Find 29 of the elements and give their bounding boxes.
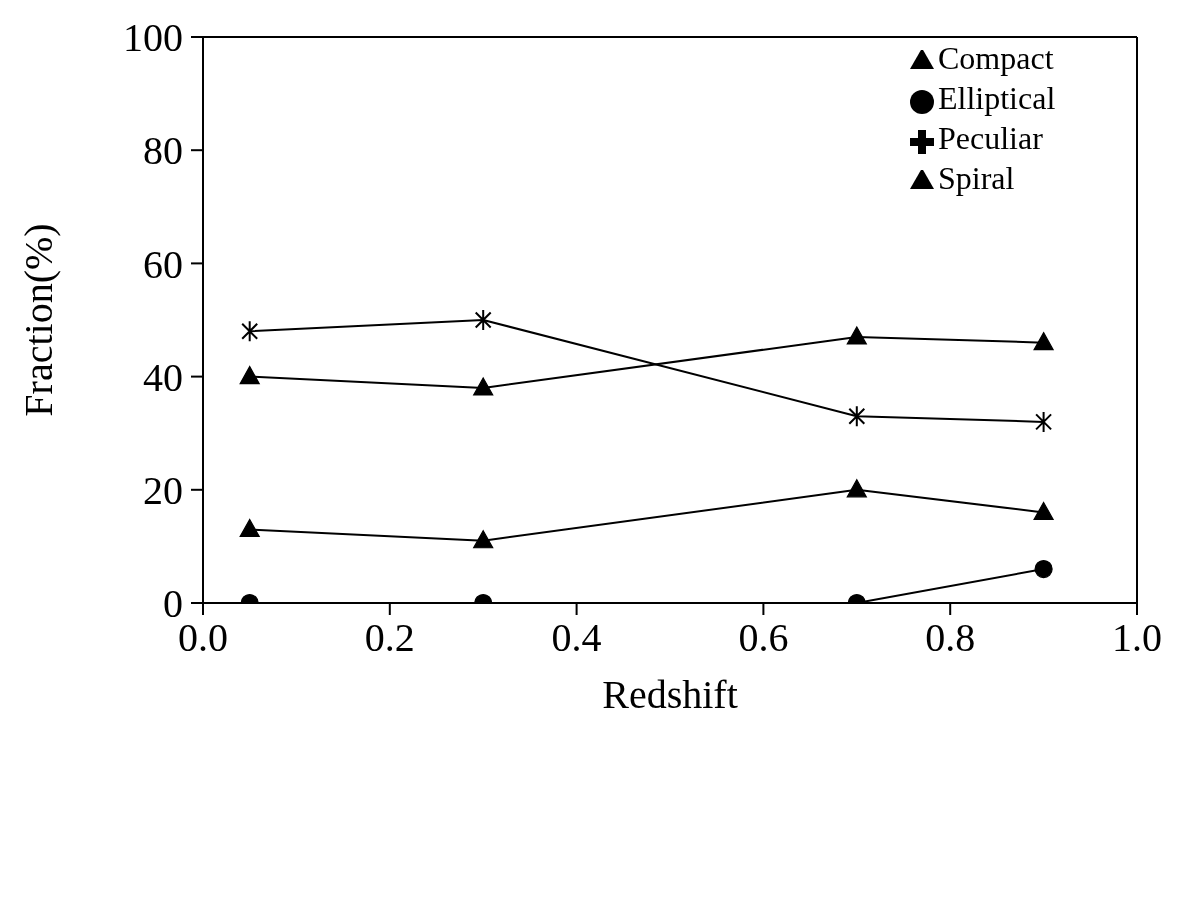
x-axis-title: Redshift: [602, 672, 738, 717]
y-tick-label: 100: [123, 15, 183, 61]
point: [241, 320, 259, 343]
point: [848, 405, 866, 428]
point: [1034, 559, 1053, 579]
y-tick-label: 80: [143, 128, 183, 174]
legend-label: Compact: [938, 39, 1055, 78]
point: [846, 479, 867, 498]
point: [239, 366, 260, 385]
y-tick-label: 60: [143, 241, 183, 287]
point: [1033, 332, 1054, 351]
x-tick-label: 1.0: [1112, 615, 1162, 661]
legend-label: Spiral: [938, 159, 1016, 198]
legend-label: Peculiar: [938, 119, 1044, 158]
point: [473, 377, 494, 396]
point: [474, 309, 492, 331]
y-axis-title: Fraction(%): [16, 223, 62, 417]
point: [1035, 410, 1053, 433]
y-tick-label: 20: [143, 468, 183, 513]
point: [473, 530, 494, 549]
x-tick-label: 0.8: [925, 615, 976, 661]
point: [239, 518, 260, 538]
x-tick-label: 0.2: [364, 615, 415, 661]
point: [846, 326, 867, 345]
y-tick-label: 40: [143, 354, 183, 400]
x-tick-label: 0.6: [738, 615, 789, 661]
x-tick-label: 0.4: [551, 615, 602, 661]
point: [1033, 501, 1054, 521]
legend-label: Elliptical: [938, 79, 1057, 118]
